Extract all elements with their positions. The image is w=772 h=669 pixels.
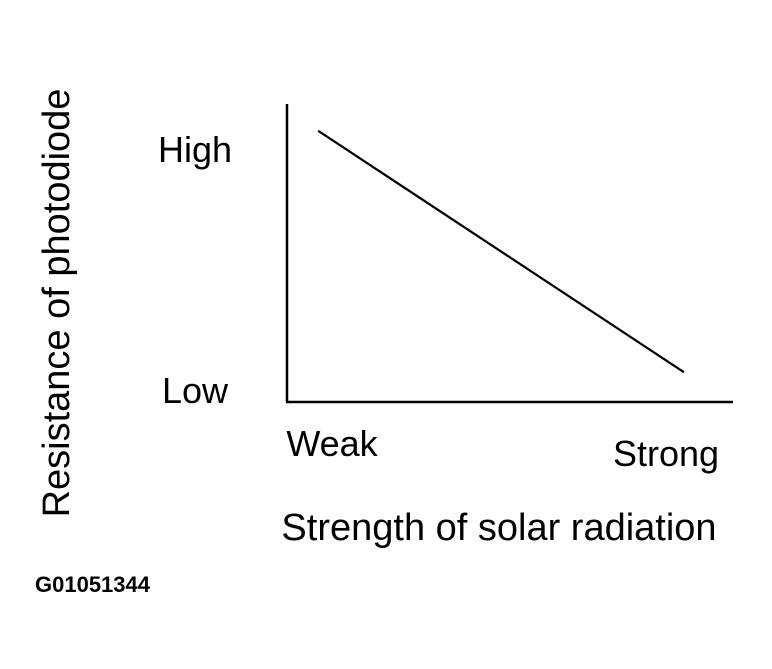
figure-code: G01051344: [35, 572, 151, 597]
x-tick-label-weak: Weak: [286, 423, 378, 464]
x-tick-label-strong: Strong: [613, 433, 719, 474]
y-axis-title: Resistance of photodiode: [36, 89, 78, 518]
y-tick-label-high: High: [158, 129, 232, 170]
x-axis-title: Strength of solar radiation: [281, 507, 716, 549]
series-layer: [317, 129, 685, 374]
series-line-0: [317, 129, 685, 374]
y-tick-label-low: Low: [162, 370, 229, 411]
